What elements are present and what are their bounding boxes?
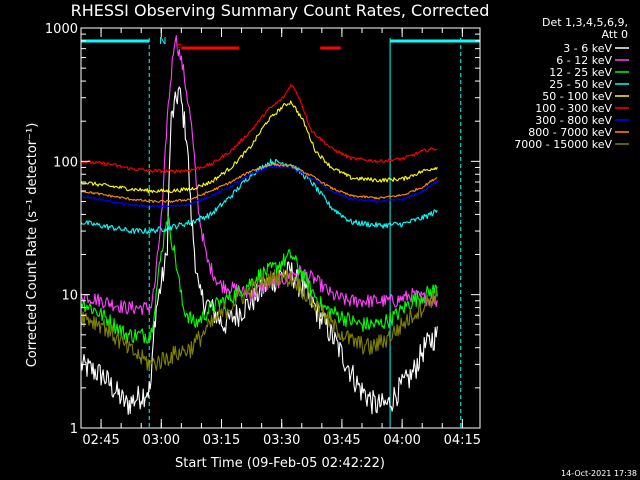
series-line	[81, 268, 438, 371]
y-tick-label: 1	[70, 422, 78, 437]
y-tick-label: 10	[61, 289, 78, 304]
chart-title: RHESSI Observing Summary Count Rates, Co…	[71, 1, 490, 20]
legend-label: 25 - 50 keV	[549, 78, 612, 91]
x-tick-label: 03:00	[143, 433, 180, 448]
x-tick-label: 04:15	[444, 433, 481, 448]
series-line	[81, 86, 438, 415]
legend-label: 12 - 25 keV	[549, 66, 612, 79]
legend-label: 100 - 300 keV	[535, 102, 612, 115]
series-line	[81, 164, 438, 208]
series-group	[81, 35, 438, 415]
x-axis-label: Start Time (09-Feb-05 02:42:22)	[175, 456, 385, 471]
series-line	[81, 100, 438, 194]
x-tick-label: 03:15	[203, 433, 240, 448]
x-tick-label: 03:30	[263, 433, 300, 448]
legend-label: 800 - 7000 keV	[528, 126, 612, 139]
series-line	[81, 84, 438, 174]
plot-area: NF 1 10 100 1000 02:45 03:00 03:15 03:30 03:45 04:…	[45, 22, 481, 448]
legend-label: 300 - 800 keV	[535, 114, 612, 127]
night-label: N	[159, 36, 166, 47]
series-line	[81, 35, 438, 316]
y-tick-label: 1000	[45, 22, 78, 37]
legend-label: 50 - 100 keV	[542, 90, 612, 103]
y-axis-label: Corrected Count Rate (s⁻¹ detector⁻¹)	[25, 123, 40, 368]
y-tick-label: 100	[53, 155, 78, 170]
footer-date: 14-Oct-2021 17:38	[561, 469, 637, 478]
x-tick-label: 02:45	[82, 433, 119, 448]
series-line	[81, 162, 438, 204]
legend-label: 3 - 6 keV	[563, 42, 612, 55]
legend-header: Det 1,3,4,5,6,9,	[542, 16, 628, 29]
plot-frame	[80, 27, 481, 429]
legend-header: Att 0	[602, 28, 628, 41]
x-tick-label: 03:45	[323, 433, 360, 448]
x-tick-label: 04:00	[383, 433, 420, 448]
series-line	[81, 216, 438, 344]
flare-label: F	[176, 43, 182, 54]
legend-label: 6 - 12 keV	[556, 54, 612, 67]
legend-label: 7000 - 15000 keV	[514, 138, 612, 151]
